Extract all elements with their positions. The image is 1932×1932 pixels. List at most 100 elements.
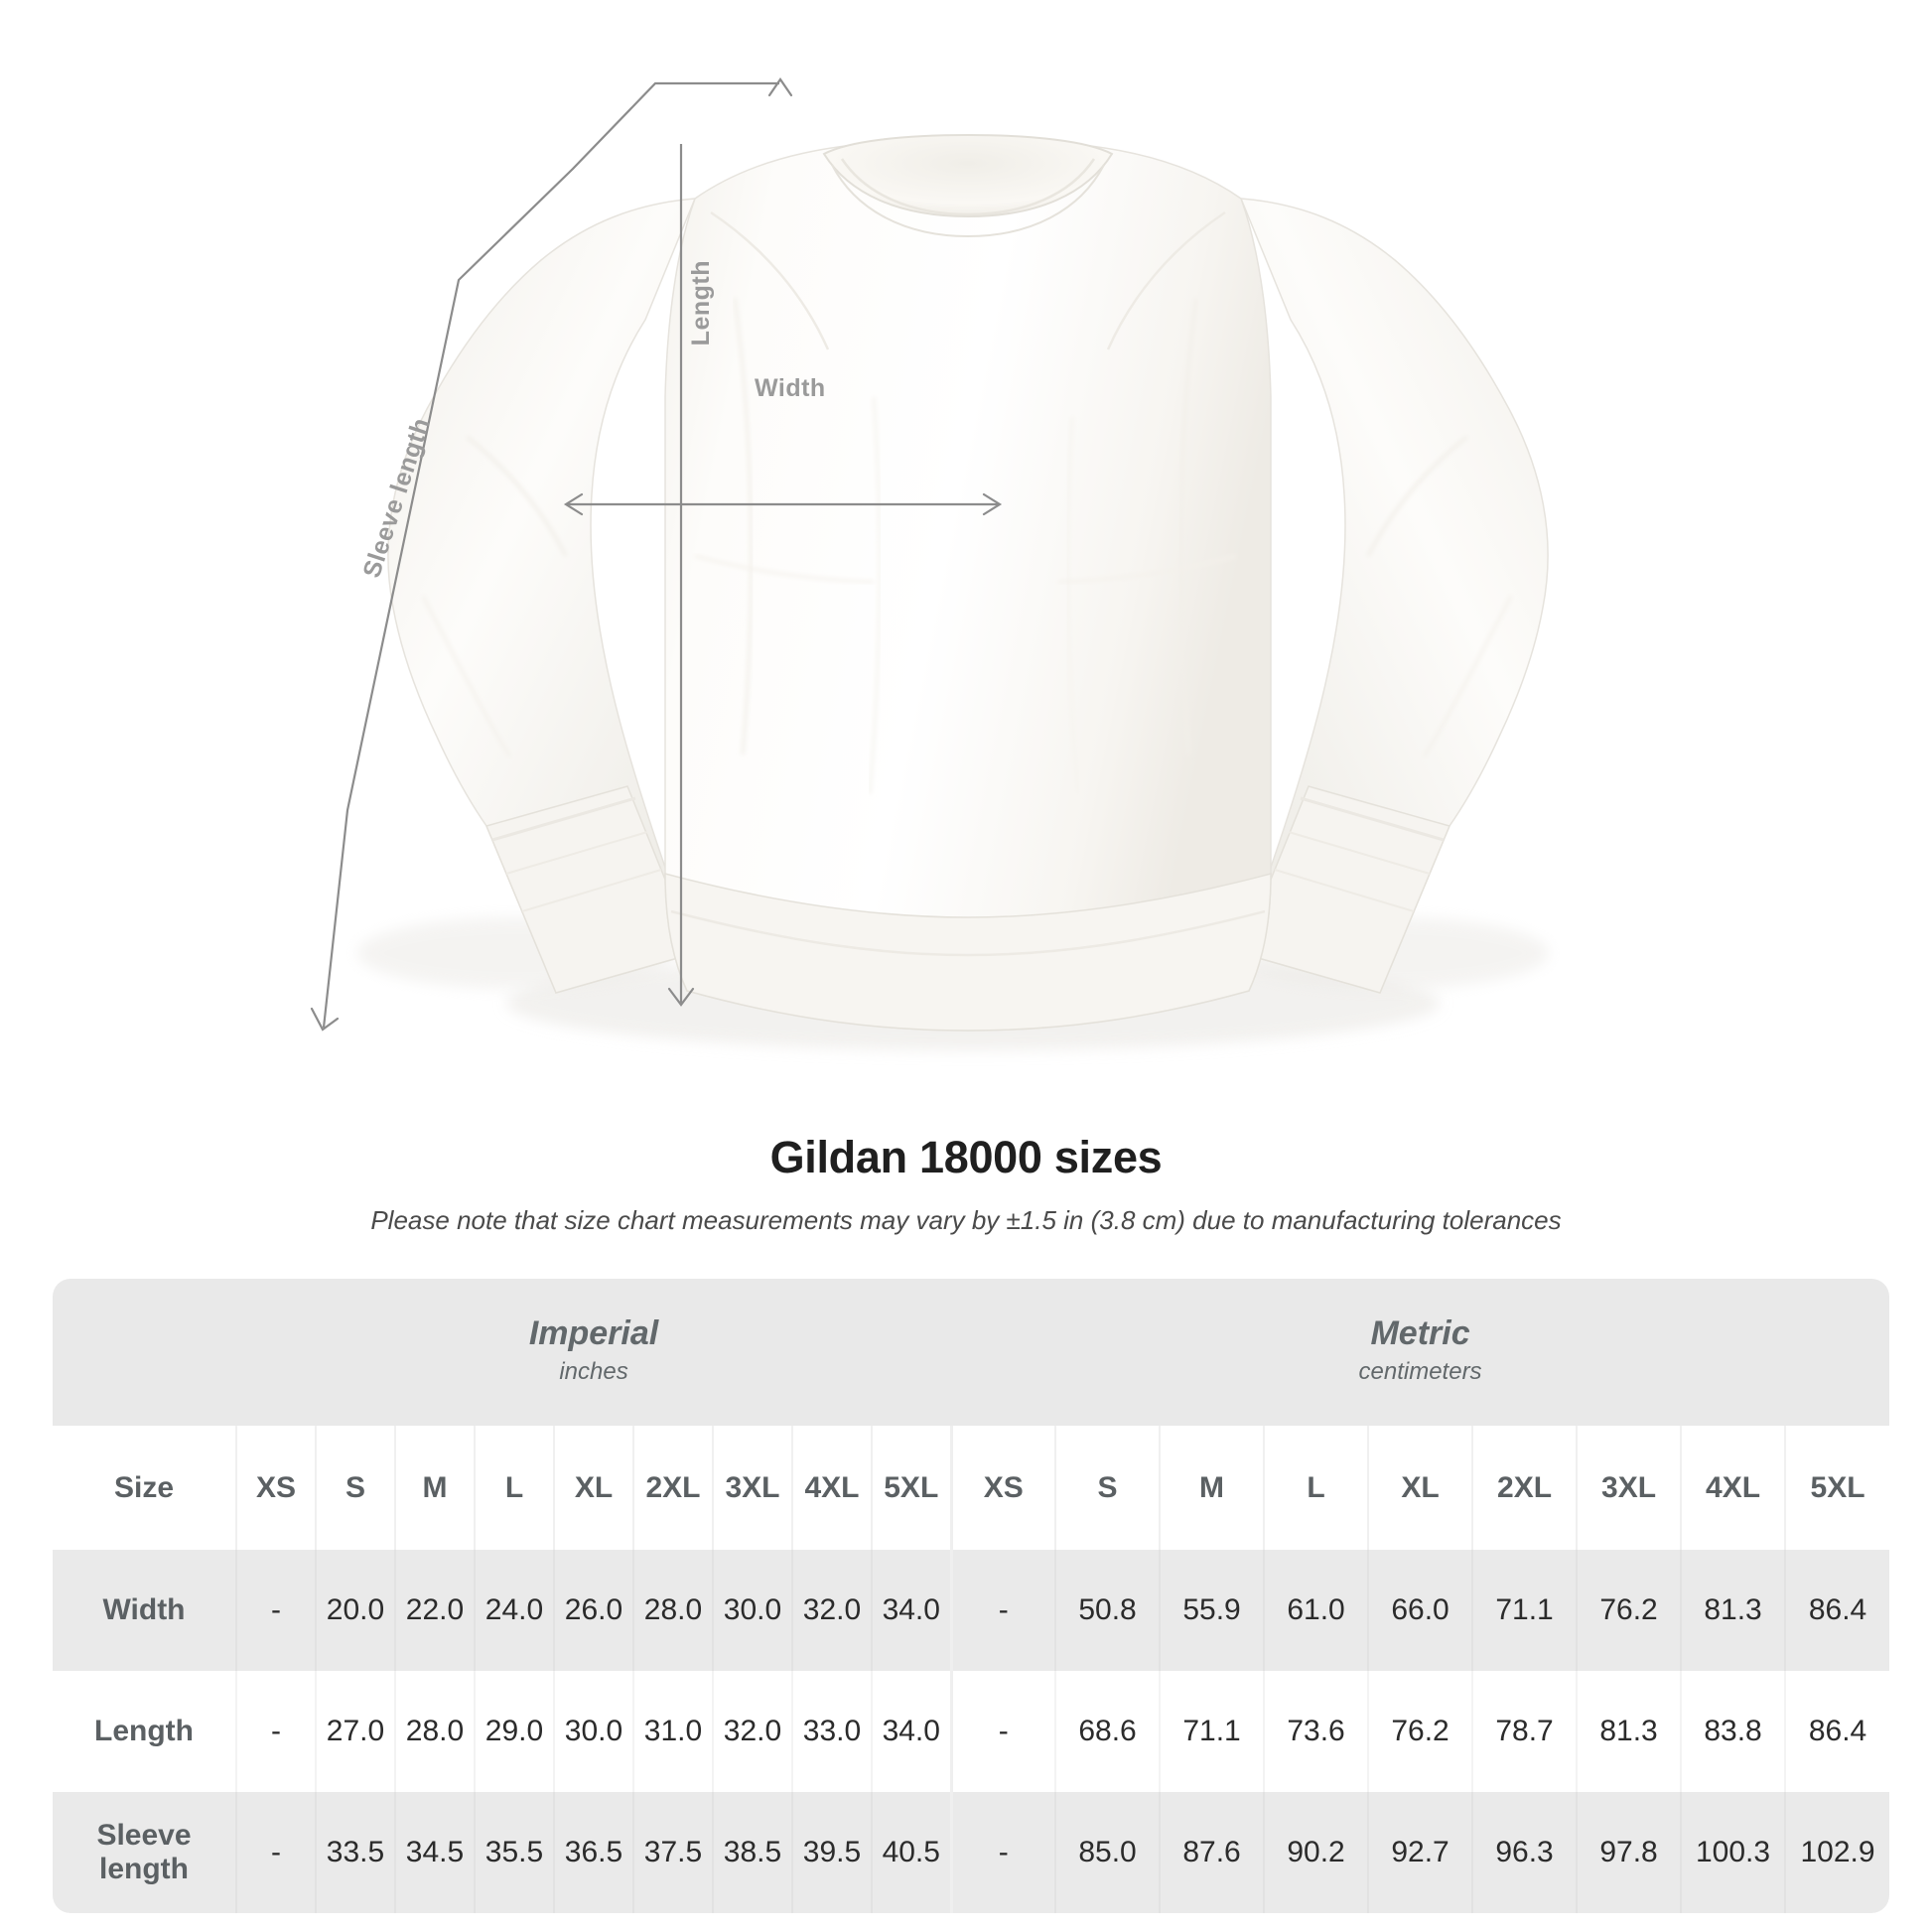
sleeve-measure-line xyxy=(322,81,779,1029)
cell-width-imperial-3xl: 30.0 xyxy=(712,1550,792,1671)
cell-width-metric-s: 50.8 xyxy=(1054,1550,1161,1671)
cell-width-imperial-m: 22.0 xyxy=(394,1550,475,1671)
cell-length-metric-2xl: 78.7 xyxy=(1471,1671,1578,1792)
cell-sleeve-metric-4xl: 100.3 xyxy=(1680,1792,1786,1913)
page-subtitle: Please note that size chart measurements… xyxy=(370,1205,1562,1235)
table-row-sleeve-length: Sleeve length - 33.5 34.5 35.5 36.5 37.5… xyxy=(53,1792,1890,1913)
width-label: Width xyxy=(755,374,826,402)
size-col-imperial-xl: XL xyxy=(553,1426,633,1550)
cell-length-imperial-4xl: 33.0 xyxy=(791,1671,872,1792)
cell-length-metric-3xl: 81.3 xyxy=(1576,1671,1682,1792)
cell-sleeve-metric-s: 85.0 xyxy=(1054,1792,1161,1913)
cell-width-metric-5xl: 86.4 xyxy=(1784,1550,1890,1671)
cell-length-imperial-5xl: 34.0 xyxy=(870,1671,952,1792)
cell-length-imperial-s: 27.0 xyxy=(315,1671,395,1792)
cell-width-metric-xl: 66.0 xyxy=(1367,1550,1473,1671)
cell-width-imperial-s: 20.0 xyxy=(315,1550,395,1671)
size-table: Imperial inches Metric centimeters Size … xyxy=(53,1279,1890,1913)
cell-width-imperial-l: 24.0 xyxy=(474,1550,554,1671)
unit-header-spacer xyxy=(53,1279,236,1426)
size-col-metric-4xl: 4XL xyxy=(1680,1426,1786,1550)
unit-header-metric: Metric centimeters xyxy=(951,1279,1890,1426)
size-col-imperial-s: S xyxy=(315,1426,395,1550)
cell-sleeve-imperial-m: 34.5 xyxy=(394,1792,475,1913)
row-label-length: Length xyxy=(53,1671,236,1792)
cell-width-imperial-xs: - xyxy=(235,1550,316,1671)
cell-sleeve-metric-l: 90.2 xyxy=(1263,1792,1369,1913)
cell-width-imperial-5xl: 34.0 xyxy=(870,1550,952,1671)
title-block: Gildan 18000 sizes Please note that size… xyxy=(0,1132,1932,1236)
cell-width-metric-l: 61.0 xyxy=(1263,1550,1369,1671)
size-col-metric-5xl: 5XL xyxy=(1784,1426,1890,1550)
size-col-metric-xs: XS xyxy=(949,1426,1056,1550)
unit-sub-metric: centimeters xyxy=(1358,1357,1482,1385)
cell-sleeve-imperial-4xl: 39.5 xyxy=(791,1792,872,1913)
cell-width-metric-4xl: 81.3 xyxy=(1680,1550,1786,1671)
cell-length-imperial-3xl: 32.0 xyxy=(712,1671,792,1792)
size-col-imperial-2xl: 2XL xyxy=(632,1426,713,1550)
unit-name-imperial: Imperial xyxy=(528,1314,659,1353)
table-row-width: Width - 20.0 22.0 24.0 26.0 28.0 30.0 32… xyxy=(53,1550,1890,1671)
length-label: Length xyxy=(687,260,715,346)
size-col-metric-s: S xyxy=(1054,1426,1161,1550)
cell-length-imperial-xl: 30.0 xyxy=(553,1671,633,1792)
size-header-label: Size xyxy=(53,1426,236,1550)
cell-length-metric-s: 68.6 xyxy=(1054,1671,1161,1792)
cell-sleeve-metric-xl: 92.7 xyxy=(1367,1792,1473,1913)
size-col-imperial-4xl: 4XL xyxy=(791,1426,872,1550)
cell-width-imperial-2xl: 28.0 xyxy=(632,1550,713,1671)
unit-header-row: Imperial inches Metric centimeters xyxy=(53,1279,1890,1426)
size-col-imperial-l: L xyxy=(474,1426,554,1550)
size-table-wrapper: Imperial inches Metric centimeters Size … xyxy=(53,1279,1890,1913)
size-col-imperial-xs: XS xyxy=(235,1426,316,1550)
cell-sleeve-metric-xs: - xyxy=(949,1792,1056,1913)
cell-sleeve-imperial-s: 33.5 xyxy=(315,1792,395,1913)
cell-length-metric-xl: 76.2 xyxy=(1367,1671,1473,1792)
size-col-imperial-3xl: 3XL xyxy=(712,1426,792,1550)
cell-width-imperial-4xl: 32.0 xyxy=(791,1550,872,1671)
unit-header-imperial: Imperial inches xyxy=(236,1279,952,1426)
unit-sub-imperial: inches xyxy=(559,1357,628,1385)
arrowheads xyxy=(310,77,1003,1032)
cell-length-imperial-l: 29.0 xyxy=(474,1671,554,1792)
garment-photo-area: Length Width Sleeve length xyxy=(310,77,1549,1050)
size-col-metric-3xl: 3XL xyxy=(1576,1426,1682,1550)
size-col-imperial-5xl: 5XL xyxy=(870,1426,952,1550)
cell-length-metric-4xl: 83.8 xyxy=(1680,1671,1786,1792)
measurement-annotation-lines xyxy=(310,77,1003,1032)
size-col-metric-l: L xyxy=(1263,1426,1369,1550)
cell-width-imperial-xl: 26.0 xyxy=(553,1550,633,1671)
size-col-metric-m: M xyxy=(1159,1426,1265,1550)
row-label-width: Width xyxy=(53,1550,236,1671)
cell-sleeve-metric-3xl: 97.8 xyxy=(1576,1792,1682,1913)
cell-length-imperial-xs: - xyxy=(235,1671,316,1792)
row-label-sleeve-length: Sleeve length xyxy=(53,1792,236,1913)
size-header-row: Size XS S M L XL 2XL 3XL 4XL 5XL XS S M … xyxy=(53,1426,1890,1550)
cell-sleeve-metric-2xl: 96.3 xyxy=(1471,1792,1578,1913)
table-row-length: Length - 27.0 28.0 29.0 30.0 31.0 32.0 3… xyxy=(53,1671,1890,1792)
unit-name-metric: Metric xyxy=(1370,1314,1470,1353)
size-col-metric-2xl: 2XL xyxy=(1471,1426,1578,1550)
cell-sleeve-imperial-xl: 36.5 xyxy=(553,1792,633,1913)
cell-width-metric-xs: - xyxy=(949,1550,1056,1671)
size-col-metric-xl: XL xyxy=(1367,1426,1473,1550)
cell-length-metric-xs: - xyxy=(949,1671,1056,1792)
cell-length-imperial-m: 28.0 xyxy=(394,1671,475,1792)
cell-sleeve-imperial-3xl: 38.5 xyxy=(712,1792,792,1913)
cell-sleeve-imperial-xs: - xyxy=(235,1792,316,1913)
page-title: Gildan 18000 sizes xyxy=(769,1132,1163,1182)
cell-length-metric-l: 73.6 xyxy=(1263,1671,1369,1792)
cell-width-metric-2xl: 71.1 xyxy=(1471,1550,1578,1671)
cell-width-metric-m: 55.9 xyxy=(1159,1550,1265,1671)
cell-sleeve-metric-5xl: 102.9 xyxy=(1784,1792,1890,1913)
sweatshirt-illustration xyxy=(357,133,1549,1050)
cell-sleeve-imperial-l: 35.5 xyxy=(474,1792,554,1913)
cell-width-metric-3xl: 76.2 xyxy=(1576,1550,1682,1671)
cell-sleeve-imperial-5xl: 40.5 xyxy=(870,1792,952,1913)
cell-length-metric-5xl: 86.4 xyxy=(1784,1671,1890,1792)
cell-length-metric-m: 71.1 xyxy=(1159,1671,1265,1792)
size-col-imperial-m: M xyxy=(394,1426,475,1550)
cell-sleeve-metric-m: 87.6 xyxy=(1159,1792,1265,1913)
cell-sleeve-imperial-2xl: 37.5 xyxy=(632,1792,713,1913)
cell-length-imperial-2xl: 31.0 xyxy=(632,1671,713,1792)
